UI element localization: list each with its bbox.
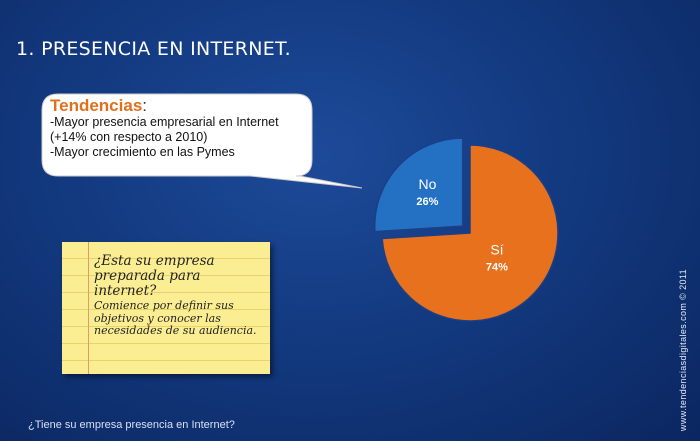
page-title: 1. PRESENCIA EN INTERNET. [16, 38, 292, 60]
pie-slice-si [381, 144, 559, 322]
callout-line-1: -Mayor presencia empresarial en Internet [50, 115, 279, 129]
pie-label-no: No [418, 176, 436, 192]
pie-slice-no [373, 137, 464, 233]
note-body: Comience por definir sus objetivos y con… [94, 299, 257, 337]
callout-colon: : [142, 96, 148, 115]
callout-text: Tendencias: -Mayor presencia empresarial… [50, 96, 305, 160]
callout-line-2: (+14% con respecto a 2010) [50, 130, 208, 144]
sticky-note: ¿Esta su empresa preparada para internet… [62, 242, 270, 374]
sticky-note-margin-line [88, 242, 89, 374]
pie-value-no: 26% [416, 196, 438, 208]
pie-value-si: 74% [486, 261, 508, 273]
pie-label-si: Sí [490, 241, 503, 257]
callout-shape [41, 93, 363, 189]
callout-line-3: -Mayor crecimiento en las Pymes [50, 145, 235, 159]
callout-heading: Tendencias [50, 96, 143, 115]
credit-text: www.tendenciasdigitales.com © 2011 [678, 268, 688, 432]
chart-question: ¿Tiene su empresa presencia en Internet? [28, 419, 235, 431]
note-question: ¿Esta su empresa preparada para internet… [94, 253, 215, 299]
